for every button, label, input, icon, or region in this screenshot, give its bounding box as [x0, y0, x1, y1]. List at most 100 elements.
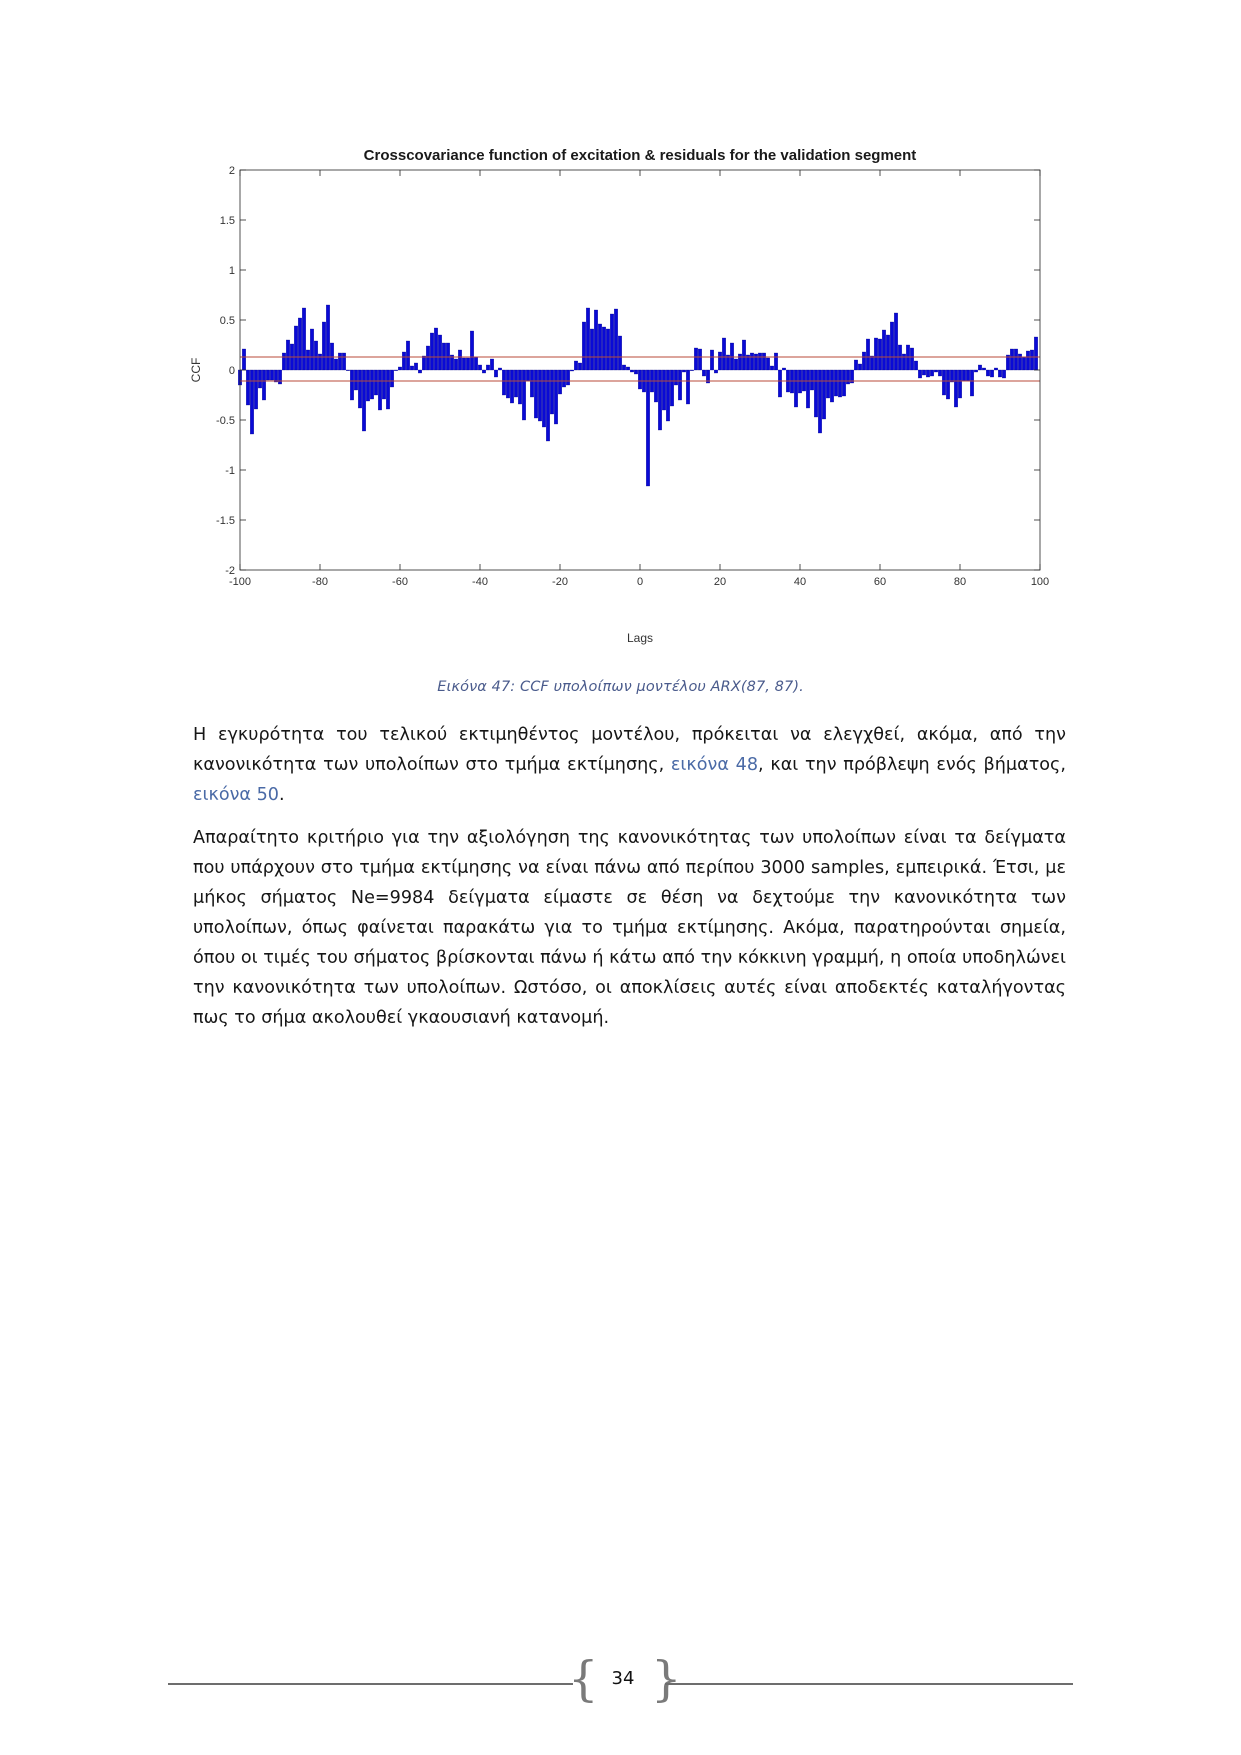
ccf-bar: [950, 369, 954, 383]
ccf-bar: [794, 369, 798, 408]
ccf-bar: [242, 348, 246, 371]
ccf-bar: [702, 369, 706, 377]
figure-caption: Εικόνα 47: CCF υπολοίπων μοντέλου ARX(87…: [437, 679, 804, 695]
ccf-bar: [254, 369, 258, 410]
x-tick-label: 40: [794, 576, 806, 588]
ccf-bar: [742, 339, 746, 371]
ccf-bar: [586, 307, 590, 371]
ccf-bar: [714, 369, 718, 374]
x-axis-label: Lags: [627, 631, 653, 645]
x-tick-label: 100: [1031, 576, 1049, 588]
ccf-bar: [686, 369, 690, 405]
ccf-bar: [534, 369, 538, 419]
ccf-bar: [482, 369, 486, 374]
ccf-bar: [550, 369, 554, 415]
ccf-bar: [454, 358, 458, 371]
y-tick-label: 0.5: [220, 315, 235, 327]
ccf-bar: [822, 369, 826, 420]
ccf-bar: [554, 369, 558, 425]
ccf-bar: [862, 351, 866, 371]
footer-rule-left: [168, 1683, 573, 1685]
ccf-bar: [502, 369, 506, 396]
ccf-bar: [514, 369, 518, 398]
ccf-bar: [410, 365, 414, 371]
ccf-bar: [894, 312, 898, 371]
figure-48-link[interactable]: εικόνα 48: [670, 755, 759, 775]
ccf-bar: [526, 369, 530, 382]
ccf-bar: [546, 369, 550, 442]
ccf-bar: [358, 369, 362, 409]
ccf-bar: [530, 369, 534, 398]
ccf-bar: [282, 352, 286, 371]
y-tick-label: 1.5: [220, 215, 235, 227]
ccf-bar: [582, 321, 586, 371]
ccf-bar: [506, 369, 510, 399]
y-tick-label: 2: [229, 165, 235, 177]
ccf-figure: Crosscovariance function of excitation &…: [185, 140, 1065, 660]
ccf-bar: [870, 355, 874, 371]
ccf-bar: [682, 369, 686, 373]
ccf-bar: [598, 323, 602, 371]
ccf-bar: [438, 334, 442, 371]
ccf-bar: [886, 334, 890, 371]
ccf-bar: [966, 369, 970, 382]
ccf-bar: [1002, 369, 1006, 379]
ccf-chart: Crosscovariance function of excitation &…: [189, 147, 1049, 645]
ccf-bar: [590, 328, 594, 371]
ccf-bar: [458, 349, 462, 371]
ccf-bar: [846, 369, 850, 385]
ccf-bar: [294, 325, 298, 371]
ccf-bar: [270, 369, 274, 381]
ccf-bar: [326, 304, 330, 371]
y-tick-label: 1: [229, 265, 235, 277]
ccf-bar: [378, 369, 382, 411]
ccf-bar: [274, 369, 278, 383]
y-tick-label: -0.5: [216, 415, 235, 427]
x-tick-label: -100: [229, 576, 251, 588]
y-tick-label: -2: [225, 565, 235, 577]
ccf-bar: [574, 360, 578, 371]
ccf-bar: [926, 369, 930, 378]
ccf-bar: [982, 367, 986, 371]
ccf-bar: [678, 369, 682, 401]
ccf-bar: [998, 369, 1002, 378]
ccf-bar: [606, 328, 610, 371]
ccf-bar: [762, 352, 766, 371]
paragraph-1: Η εγκυρότητα του τελικού εκτιμηθέντος μο…: [193, 720, 1066, 810]
ccf-bar: [974, 369, 978, 373]
figure-50-link[interactable]: εικόνα 50: [193, 785, 280, 805]
ccf-bar: [314, 340, 318, 371]
ccf-bar: [510, 369, 514, 404]
y-tick-label: -1.5: [216, 515, 235, 527]
ccf-bar: [498, 367, 502, 371]
ccf-bar: [990, 369, 994, 378]
ccf-bar: [258, 369, 262, 389]
ccf-bar: [882, 329, 886, 371]
ccf-bar: [766, 357, 770, 371]
ccf-bar: [758, 352, 762, 371]
ccf-bar: [338, 352, 342, 371]
ccf-bar: [838, 369, 842, 398]
ccf-bar: [278, 369, 282, 385]
ccf-bar: [1026, 350, 1030, 371]
ccf-bar: [614, 308, 618, 371]
ccf-bar: [518, 369, 522, 405]
ccf-bar: [470, 330, 474, 371]
ccf-bar: [978, 364, 982, 371]
ccf-bar: [670, 369, 674, 407]
ccf-bar: [566, 369, 570, 386]
ccf-bar: [386, 369, 390, 410]
paragraph-2: Απαραίτητο κριτήριο για την αξιολόγηση τ…: [193, 828, 1066, 1028]
ccf-bar: [818, 369, 822, 434]
ccf-bar: [830, 369, 834, 403]
ccf-bar: [286, 339, 290, 371]
ccf-bar: [942, 369, 946, 396]
ccf-bar: [1030, 349, 1034, 371]
ccf-bar: [354, 369, 358, 391]
ccf-bar: [474, 356, 478, 371]
ccf-bar: [1006, 354, 1010, 371]
ccf-bar: [878, 338, 882, 371]
ccf-bar: [774, 352, 778, 371]
ccf-bar: [1018, 353, 1022, 371]
ccf-bar: [654, 369, 658, 403]
